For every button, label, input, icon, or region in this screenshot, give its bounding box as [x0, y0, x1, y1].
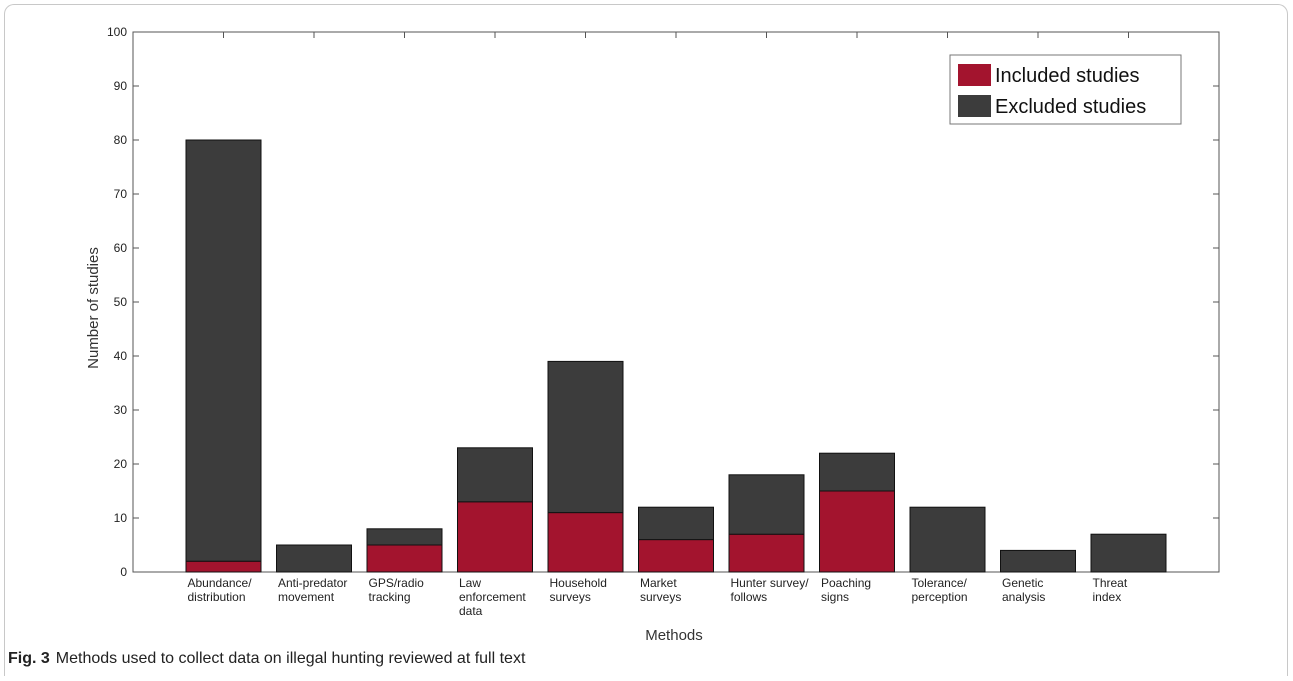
- bar-included: [819, 490, 895, 573]
- x-tick-label: GPS/radio tracking: [369, 576, 425, 604]
- legend-label-excluded: Excluded studies: [995, 96, 1146, 118]
- legend: Included studies Excluded studies: [949, 54, 1182, 125]
- stacked-bar-chart: 0 10 20 30 40 50 60 70 80 90 100 Abundance/distribu…: [85, 25, 1220, 644]
- y-axis-label: Number of studies: [85, 247, 102, 369]
- bar-excluded: [457, 447, 533, 503]
- y-tick-label: 90: [114, 79, 128, 93]
- bar-excluded: [1090, 533, 1167, 573]
- y-tick-label: 40: [114, 349, 128, 363]
- x-tick-label: Tolerance/perception: [912, 576, 968, 604]
- bar-excluded: [366, 528, 443, 546]
- bar-excluded: [638, 506, 714, 541]
- x-tick-label: Household surveys: [550, 576, 607, 604]
- x-tick-label: Abundance/distribution: [188, 576, 253, 604]
- bar-included: [728, 533, 805, 573]
- y-tick-label: 50: [114, 295, 128, 309]
- bar-excluded: [819, 452, 895, 492]
- y-tick-label: 20: [114, 457, 128, 471]
- y-tick-label: 100: [107, 25, 127, 39]
- bar-included: [638, 539, 714, 573]
- caption-text: Methods used to collect data on illegal …: [55, 650, 526, 667]
- legend-label-included: Included studies: [995, 65, 1140, 87]
- bar-included: [547, 512, 624, 573]
- bar-excluded: [728, 474, 805, 535]
- x-tick-label: Hunter survey/follows: [731, 576, 810, 604]
- y-tick-label: 70: [114, 187, 128, 201]
- bars: [185, 139, 1167, 573]
- x-tick-label: Genetic analysis: [1002, 576, 1045, 604]
- y-tick-label: 10: [114, 511, 128, 525]
- x-tick-label: Market surveys: [640, 576, 681, 604]
- bar-included: [366, 544, 443, 573]
- figure-caption: Fig. 3 Methods used to collect data on il…: [8, 650, 525, 668]
- bar-excluded: [185, 139, 262, 562]
- x-tick-label: Anti-predator movement: [278, 576, 347, 604]
- tick-labels: 0 10 20 30 40 50 60 70 80 90 100 Abundance/distribu…: [107, 25, 1128, 618]
- y-tick-label: 60: [114, 241, 128, 255]
- bar-excluded: [547, 360, 624, 514]
- figure-frame: [4, 4, 1288, 676]
- bar-included: [457, 501, 533, 573]
- y-tick-label: 0: [120, 565, 127, 579]
- legend-swatch-included: [958, 64, 991, 86]
- x-tick-label: Poaching signs: [821, 576, 871, 604]
- bar-excluded: [1000, 549, 1076, 573]
- x-axis-label: Methods: [645, 627, 703, 644]
- bar-included: [185, 560, 262, 573]
- x-tick-label: Law enforcement data: [459, 576, 526, 618]
- y-tick-label: 30: [114, 403, 128, 417]
- bar-excluded: [276, 544, 352, 573]
- bar-excluded: [909, 506, 986, 573]
- y-tick-label: 80: [114, 133, 128, 147]
- x-tick-label: Threat index: [1093, 576, 1128, 604]
- caption-label: Fig. 3: [8, 650, 50, 667]
- legend-swatch-excluded: [958, 95, 991, 117]
